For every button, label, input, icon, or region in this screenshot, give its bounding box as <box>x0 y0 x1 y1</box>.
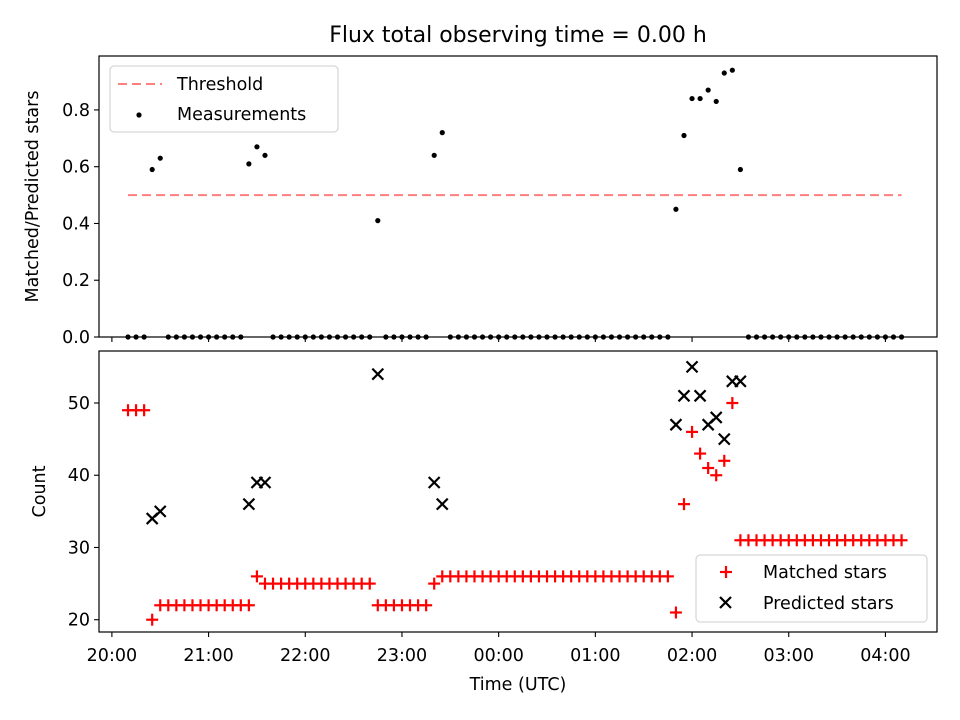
top-axes-frame <box>98 55 938 338</box>
bottom-xtick-label: 01:00 <box>570 646 620 666</box>
predicted-star-point <box>242 497 256 511</box>
legend-measurements-swatch <box>136 112 142 118</box>
matched-star-point <box>250 570 263 583</box>
legend-predicted-swatch <box>719 596 732 609</box>
legend-matched-swatch <box>720 566 732 578</box>
matched-star-point <box>138 404 151 417</box>
measurement-point <box>375 218 381 224</box>
predicted-star-point <box>669 418 683 431</box>
bottom-legend-box <box>695 554 928 623</box>
predicted-star-point <box>427 476 441 489</box>
legend-matched-label: Matched stars <box>763 563 887 583</box>
bottom-xtick-label: 04:00 <box>860 646 910 666</box>
bottom-ytick-label: 20 <box>68 611 90 631</box>
measurement-point <box>246 161 252 167</box>
legend-threshold-label: Threshold <box>176 75 263 95</box>
chart-title: Flux total observing time = 0.00 h <box>329 23 707 48</box>
top-ylabel: Matched/Predicted stars <box>23 91 43 303</box>
measurement-point <box>697 95 703 102</box>
measurement-point <box>713 98 719 105</box>
top-ytick-label: 0.8 <box>62 101 90 121</box>
measurement-point <box>431 152 437 158</box>
top-legend-box <box>109 65 339 133</box>
matched-star-point <box>694 447 707 460</box>
predicted-star-point <box>435 497 449 511</box>
top-xtick-group <box>111 337 886 342</box>
bottom-xtick-label: 02:00 <box>667 646 717 666</box>
predicted-star-point <box>709 411 723 424</box>
legend-predicted-label: Predicted stars <box>763 594 894 614</box>
top-ytick-group: 0.0 0.2 0.4 0.6 0.8 <box>62 101 99 348</box>
matched-star-point <box>363 577 376 590</box>
matched-star-point <box>661 570 674 583</box>
matched-star-point <box>702 462 715 475</box>
measurement-point <box>157 155 163 161</box>
bottom-xlabel: Time (UTC) <box>469 675 567 695</box>
measurement-point <box>254 144 260 150</box>
predicted-star-point <box>258 476 272 489</box>
measurement-point <box>681 132 687 139</box>
matched-star-point <box>718 454 731 467</box>
predicted-star-point <box>734 375 747 388</box>
matched-star-point <box>669 606 682 619</box>
bottom-ytick-label: 40 <box>68 466 90 486</box>
predicted-star-point <box>693 389 707 403</box>
bottom-xtick-label: 03:00 <box>764 646 814 666</box>
bottom-axes-frame <box>98 350 938 633</box>
bottom-legend: Matched stars Predicted stars <box>695 554 928 623</box>
bottom-xtick-label: 20:00 <box>87 646 137 666</box>
measurement-point <box>689 95 695 102</box>
top-ytick-label: 0.6 <box>62 158 90 178</box>
top-axes: 0.00.20.40.60.8 Matched/Predicted stars … <box>23 55 938 348</box>
bottom-axes: 20 30 40 50 20:00 21:00 22:00 23:00 00:00 01:00 0… <box>30 350 938 695</box>
bottom-ytick-label: 50 <box>68 394 90 414</box>
bottom-xtick-label: 00:00 <box>473 646 523 666</box>
measurement-point <box>149 166 155 173</box>
legend-measurements-label: Measurements <box>177 105 306 125</box>
top-legend: Threshold Measurements <box>109 65 339 133</box>
top-ytick-label: 0.0 <box>62 328 90 348</box>
measurement-point <box>705 87 711 93</box>
bottom-xtick-group: 20:00 21:00 22:00 23:00 00:00 01:00 02:00 03:00… <box>87 632 911 666</box>
matched-star-point <box>242 599 255 612</box>
bottom-plot-marks <box>122 360 908 626</box>
measurement-point <box>262 152 268 158</box>
matched-star-point <box>726 397 739 410</box>
bottom-xtick-label: 22:00 <box>280 646 330 666</box>
top-ytick-label: 0.2 <box>62 271 90 291</box>
bottom-ytick-group: 20 30 40 50 <box>68 394 99 631</box>
measurement-point <box>729 67 735 73</box>
predicted-star-point <box>371 367 385 381</box>
matched-star-point <box>710 469 723 482</box>
measurement-point <box>439 130 445 136</box>
measurement-point <box>737 166 743 173</box>
predicted-star-point <box>677 389 691 403</box>
matched-star-point <box>146 613 159 626</box>
matched-star-point <box>428 577 441 590</box>
top-ytick-label: 0.4 <box>62 214 90 234</box>
matched-star-point <box>686 425 699 438</box>
matched-star-point <box>677 498 690 511</box>
predicted-star-point <box>685 360 699 374</box>
bottom-xtick-label: 21:00 <box>183 646 233 666</box>
matched-star-point <box>420 599 433 612</box>
predicted-star-point <box>717 432 731 446</box>
bottom-ytick-label: 30 <box>68 538 90 558</box>
measurement-point <box>673 206 679 212</box>
bottom-xtick-label: 23:00 <box>377 646 427 666</box>
predicted-star-point <box>153 505 167 518</box>
measurement-point <box>721 70 727 76</box>
matched-star-point <box>895 534 908 547</box>
bottom-ylabel: Count <box>30 465 50 517</box>
